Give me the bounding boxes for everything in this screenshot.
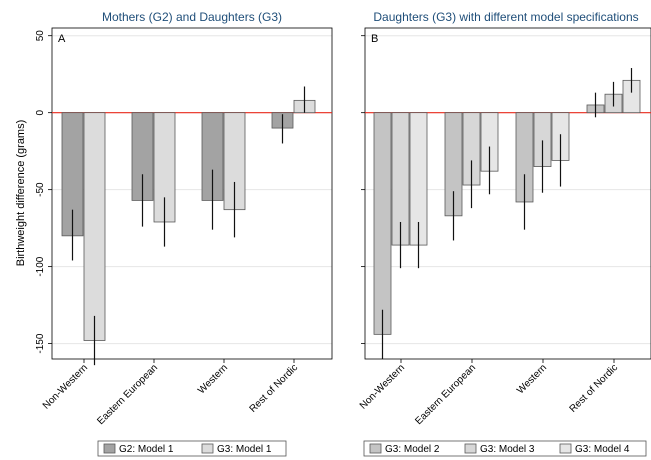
- panel-a-plot-frame: [51, 27, 333, 360]
- panel-b-legend-swatch: [369, 443, 382, 454]
- panel-b-legend-label: G3: Model 4: [575, 444, 630, 455]
- panel-a-x-tick-label: Western: [196, 362, 230, 396]
- panel-a: Mothers (G2) and Daughters (G3) A 50 0 -50…: [35, 10, 333, 457]
- panel-a-legend-swatch: [201, 443, 214, 454]
- y-tick-label: -150: [35, 333, 46, 353]
- y-tick-label: -50: [35, 182, 46, 197]
- panel-b-x-tick-label: Western: [515, 362, 549, 396]
- y-tick-label: 50: [35, 30, 46, 42]
- panel-b-legend-swatch: [559, 443, 572, 454]
- panel-b-letter: B: [371, 33, 378, 45]
- panel-a-x-tick-label: Eastern European: [95, 362, 160, 427]
- panel-a-bar: [83, 112, 106, 341]
- panel-a-legend-label: G2: Model 1: [119, 444, 174, 455]
- panel-a-letter: A: [58, 33, 66, 45]
- panel-a-title: Mothers (G2) and Daughters (G3): [102, 10, 282, 24]
- panel-b-title: Daughters (G3) with different model spec…: [373, 10, 638, 24]
- panel-a-x-tick-label: Rest of Nordic: [248, 362, 301, 415]
- panel-b-bar: [373, 112, 392, 335]
- panel-b-legend-label: G3: Model 2: [385, 444, 440, 455]
- y-tick-label: -100: [35, 256, 46, 276]
- panel-a-legend-swatch: [103, 443, 116, 454]
- panel-b-legend-label: G3: Model 3: [480, 444, 535, 455]
- panel-a-legend: [97, 440, 287, 457]
- panel-a-x-tick-label: Non-Western: [41, 362, 90, 411]
- panel-b-legend: [363, 440, 647, 457]
- y-axis-label: Birthweight difference (grams): [15, 120, 27, 267]
- panel-b-x-tick-label: Non-Western: [358, 362, 407, 411]
- y-tick-label: 0: [35, 109, 46, 115]
- panel-b: Daughters (G3) with different model spec…: [358, 10, 651, 457]
- panel-b-x-tick-label: Eastern European: [413, 362, 478, 427]
- panel-b-legend-swatch: [464, 443, 477, 454]
- panel-a-legend-label: G3: Model 1: [217, 444, 272, 455]
- panel-b-plot-frame: [364, 27, 651, 360]
- panel-b-x-tick-label: Rest of Nordic: [568, 362, 621, 415]
